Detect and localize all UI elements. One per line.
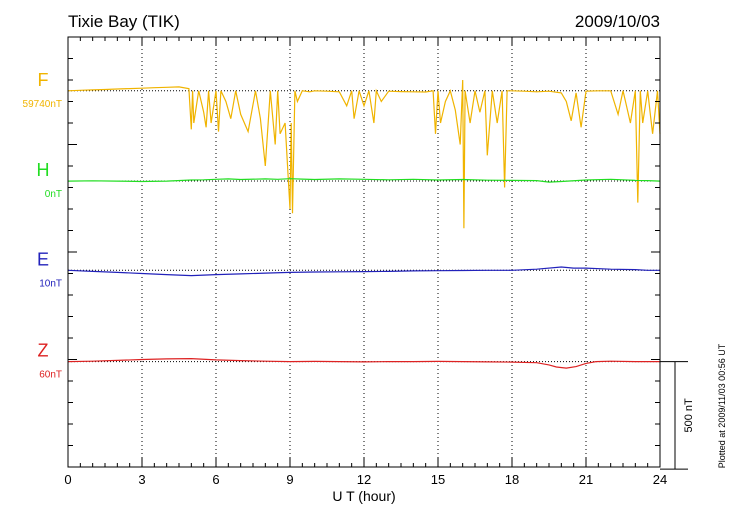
x-tick-label: 12 <box>357 472 371 487</box>
plot-date: 2009/10/03 <box>575 12 660 31</box>
series-lines <box>67 79 661 369</box>
scale-bar-label: 500 nT <box>683 398 695 433</box>
x-axis-label: U T (hour) <box>332 488 395 504</box>
x-tick-label: 3 <box>138 472 145 487</box>
series-base-value-E: 10nT <box>39 278 62 289</box>
series-base-value-F: 59740nT <box>23 99 62 110</box>
series-base-value-Z: 60nT <box>39 370 62 381</box>
series-name-F: F <box>38 70 49 90</box>
station-title: Tixie Bay (TIK) <box>68 12 180 31</box>
vertical-grid-lines <box>141 37 587 467</box>
series-labels: F 59740nT H 0nT E 10nT Z 60nT <box>23 70 62 381</box>
series-name-E: E <box>37 249 49 269</box>
x-tick-label: 15 <box>431 472 445 487</box>
series-line-F <box>67 79 661 229</box>
x-tick-label: 9 <box>286 472 293 487</box>
scale-bar: 500 nT <box>660 361 695 470</box>
series-base-value-H: 0nT <box>45 189 62 200</box>
x-tick-label: 0 <box>64 472 71 487</box>
series-line-Z <box>67 357 660 369</box>
series-line-E <box>67 266 660 277</box>
x-tick-label: 21 <box>579 472 593 487</box>
series-line-H <box>67 178 661 183</box>
x-tick-label: 24 <box>653 472 667 487</box>
x-tick-labels: 0 3 6 9 12 15 18 21 24 <box>64 472 667 487</box>
x-tick-label: 6 <box>212 472 219 487</box>
axis-ticks <box>67 37 661 467</box>
plotted-timestamp: Plotted at 2009/11/03 00:56 UT <box>717 343 727 469</box>
x-tick-label: 18 <box>505 472 519 487</box>
series-name-Z: Z <box>38 341 49 361</box>
series-name-H: H <box>37 160 50 180</box>
